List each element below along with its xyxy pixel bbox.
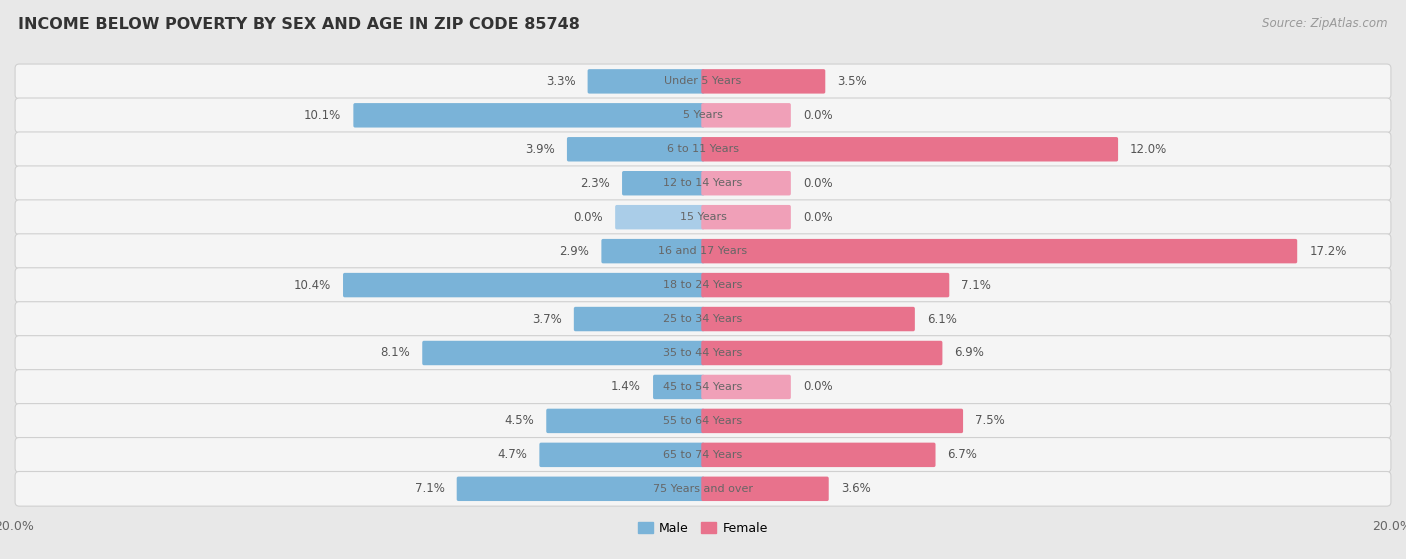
FancyBboxPatch shape	[702, 103, 790, 127]
Text: 15 Years: 15 Years	[679, 212, 727, 222]
FancyBboxPatch shape	[15, 234, 1391, 268]
FancyBboxPatch shape	[588, 69, 704, 93]
Text: 7.1%: 7.1%	[962, 278, 991, 292]
Text: 0.0%: 0.0%	[574, 211, 603, 224]
FancyBboxPatch shape	[15, 268, 1391, 302]
Text: 6.1%: 6.1%	[927, 312, 956, 325]
FancyBboxPatch shape	[702, 239, 1298, 263]
Text: 0.0%: 0.0%	[803, 211, 832, 224]
Text: 10.1%: 10.1%	[304, 109, 342, 122]
FancyBboxPatch shape	[702, 375, 790, 399]
Text: Source: ZipAtlas.com: Source: ZipAtlas.com	[1263, 17, 1388, 30]
Text: 3.3%: 3.3%	[546, 75, 575, 88]
Text: 18 to 24 Years: 18 to 24 Years	[664, 280, 742, 290]
FancyBboxPatch shape	[702, 307, 915, 331]
Text: 6.7%: 6.7%	[948, 448, 977, 461]
FancyBboxPatch shape	[574, 307, 704, 331]
Text: 7.5%: 7.5%	[976, 414, 1005, 428]
Text: 0.0%: 0.0%	[803, 177, 832, 190]
Legend: Male, Female: Male, Female	[633, 517, 773, 540]
FancyBboxPatch shape	[15, 404, 1391, 438]
Text: Under 5 Years: Under 5 Years	[665, 77, 741, 87]
Text: 5 Years: 5 Years	[683, 110, 723, 120]
FancyBboxPatch shape	[702, 341, 942, 365]
Text: 3.9%: 3.9%	[524, 143, 555, 156]
FancyBboxPatch shape	[457, 477, 704, 501]
FancyBboxPatch shape	[15, 369, 1391, 404]
Text: 0.0%: 0.0%	[803, 109, 832, 122]
Text: 4.5%: 4.5%	[505, 414, 534, 428]
FancyBboxPatch shape	[547, 409, 704, 433]
Text: 45 to 54 Years: 45 to 54 Years	[664, 382, 742, 392]
Text: 75 Years and over: 75 Years and over	[652, 484, 754, 494]
Text: 3.6%: 3.6%	[841, 482, 870, 495]
Text: 25 to 34 Years: 25 to 34 Years	[664, 314, 742, 324]
Text: 0.0%: 0.0%	[803, 381, 832, 394]
Text: 3.7%: 3.7%	[531, 312, 562, 325]
Text: 3.5%: 3.5%	[838, 75, 868, 88]
FancyBboxPatch shape	[567, 137, 704, 162]
Text: 6 to 11 Years: 6 to 11 Years	[666, 144, 740, 154]
FancyBboxPatch shape	[15, 98, 1391, 132]
FancyBboxPatch shape	[15, 438, 1391, 472]
FancyBboxPatch shape	[15, 302, 1391, 337]
FancyBboxPatch shape	[15, 166, 1391, 201]
Text: 2.9%: 2.9%	[560, 245, 589, 258]
FancyBboxPatch shape	[702, 477, 828, 501]
FancyBboxPatch shape	[702, 171, 790, 196]
Text: 17.2%: 17.2%	[1309, 245, 1347, 258]
Text: 2.3%: 2.3%	[581, 177, 610, 190]
FancyBboxPatch shape	[15, 471, 1391, 506]
FancyBboxPatch shape	[702, 409, 963, 433]
FancyBboxPatch shape	[702, 205, 790, 229]
FancyBboxPatch shape	[422, 341, 704, 365]
FancyBboxPatch shape	[540, 443, 704, 467]
FancyBboxPatch shape	[702, 137, 1118, 162]
Text: 12.0%: 12.0%	[1130, 143, 1167, 156]
Text: 65 to 74 Years: 65 to 74 Years	[664, 450, 742, 460]
FancyBboxPatch shape	[652, 375, 704, 399]
FancyBboxPatch shape	[616, 205, 704, 229]
Text: 55 to 64 Years: 55 to 64 Years	[664, 416, 742, 426]
FancyBboxPatch shape	[15, 336, 1391, 370]
FancyBboxPatch shape	[343, 273, 704, 297]
Text: 6.9%: 6.9%	[955, 347, 984, 359]
FancyBboxPatch shape	[621, 171, 704, 196]
Text: 4.7%: 4.7%	[498, 448, 527, 461]
FancyBboxPatch shape	[602, 239, 704, 263]
FancyBboxPatch shape	[15, 132, 1391, 167]
FancyBboxPatch shape	[702, 69, 825, 93]
FancyBboxPatch shape	[15, 64, 1391, 99]
FancyBboxPatch shape	[353, 103, 704, 127]
Text: 1.4%: 1.4%	[612, 381, 641, 394]
Text: INCOME BELOW POVERTY BY SEX AND AGE IN ZIP CODE 85748: INCOME BELOW POVERTY BY SEX AND AGE IN Z…	[18, 17, 581, 32]
Text: 12 to 14 Years: 12 to 14 Years	[664, 178, 742, 188]
Text: 16 and 17 Years: 16 and 17 Years	[658, 246, 748, 256]
Text: 10.4%: 10.4%	[294, 278, 330, 292]
FancyBboxPatch shape	[702, 443, 935, 467]
Text: 35 to 44 Years: 35 to 44 Years	[664, 348, 742, 358]
Text: 8.1%: 8.1%	[381, 347, 411, 359]
FancyBboxPatch shape	[15, 200, 1391, 234]
FancyBboxPatch shape	[702, 273, 949, 297]
Text: 7.1%: 7.1%	[415, 482, 444, 495]
